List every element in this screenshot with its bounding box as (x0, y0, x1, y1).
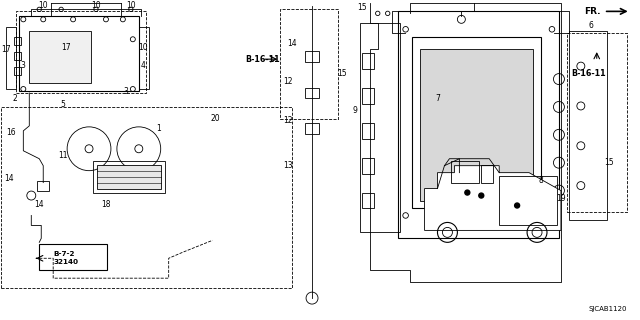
Text: 15: 15 (604, 158, 614, 167)
Text: 10: 10 (91, 1, 101, 10)
Text: 7: 7 (435, 94, 440, 103)
Text: 16: 16 (6, 128, 16, 137)
Bar (397, 12, 559, 238)
Text: 3: 3 (21, 60, 26, 70)
Bar (139, 27, 148, 89)
Text: 10: 10 (38, 1, 48, 10)
Bar (39, 244, 107, 270)
Bar (305, 51, 319, 62)
Bar (97, 165, 161, 188)
Bar (29, 31, 91, 83)
Text: 19: 19 (556, 194, 566, 203)
Circle shape (465, 190, 470, 195)
Bar (420, 49, 533, 201)
Text: 15: 15 (337, 68, 347, 78)
Text: 17: 17 (61, 43, 71, 52)
Text: 5: 5 (61, 100, 65, 109)
Text: B-16-11: B-16-11 (571, 68, 605, 78)
Text: 4: 4 (140, 60, 145, 70)
Bar (280, 9, 338, 119)
Bar (305, 88, 319, 99)
Bar (569, 31, 607, 220)
Text: 18: 18 (101, 200, 111, 209)
Text: 8: 8 (539, 176, 543, 185)
Bar (481, 165, 493, 183)
Circle shape (515, 203, 520, 208)
Polygon shape (424, 166, 561, 230)
Bar (412, 37, 541, 209)
Bar (37, 180, 49, 191)
Bar (362, 158, 374, 174)
Bar (362, 193, 374, 209)
Text: 11: 11 (58, 151, 68, 160)
Text: FR.: FR. (584, 7, 601, 16)
Bar (14, 37, 21, 45)
Bar (362, 123, 374, 139)
Bar (1, 107, 292, 288)
Bar (14, 67, 21, 75)
Text: 9: 9 (353, 107, 357, 116)
Bar (17, 12, 146, 93)
Bar (362, 88, 374, 104)
Text: 17: 17 (1, 45, 12, 54)
Text: 10: 10 (126, 1, 136, 10)
Bar (14, 52, 21, 60)
Text: 13: 13 (284, 161, 293, 170)
Bar (6, 27, 17, 89)
Bar (305, 124, 319, 134)
Text: 14: 14 (287, 39, 297, 48)
Text: 20: 20 (211, 114, 220, 124)
Bar (499, 176, 557, 225)
Text: 2: 2 (13, 94, 18, 103)
Text: 10: 10 (138, 43, 148, 52)
Text: B-7-2
32140: B-7-2 32140 (53, 251, 78, 265)
Text: SJCAB1120: SJCAB1120 (588, 306, 627, 312)
Bar (93, 161, 164, 193)
Bar (362, 53, 374, 69)
Text: 6: 6 (588, 21, 593, 30)
Circle shape (479, 193, 484, 198)
Text: 14: 14 (35, 200, 44, 209)
Bar (360, 23, 399, 232)
Bar (451, 161, 479, 183)
Text: 12: 12 (284, 116, 293, 125)
Text: 3: 3 (124, 86, 128, 96)
Text: 14: 14 (4, 174, 14, 183)
Bar (19, 16, 139, 91)
Text: 15: 15 (357, 3, 367, 12)
Text: 1: 1 (156, 124, 161, 133)
Bar (567, 33, 627, 212)
Text: 12: 12 (284, 76, 293, 85)
Text: B-16-11: B-16-11 (245, 55, 280, 64)
